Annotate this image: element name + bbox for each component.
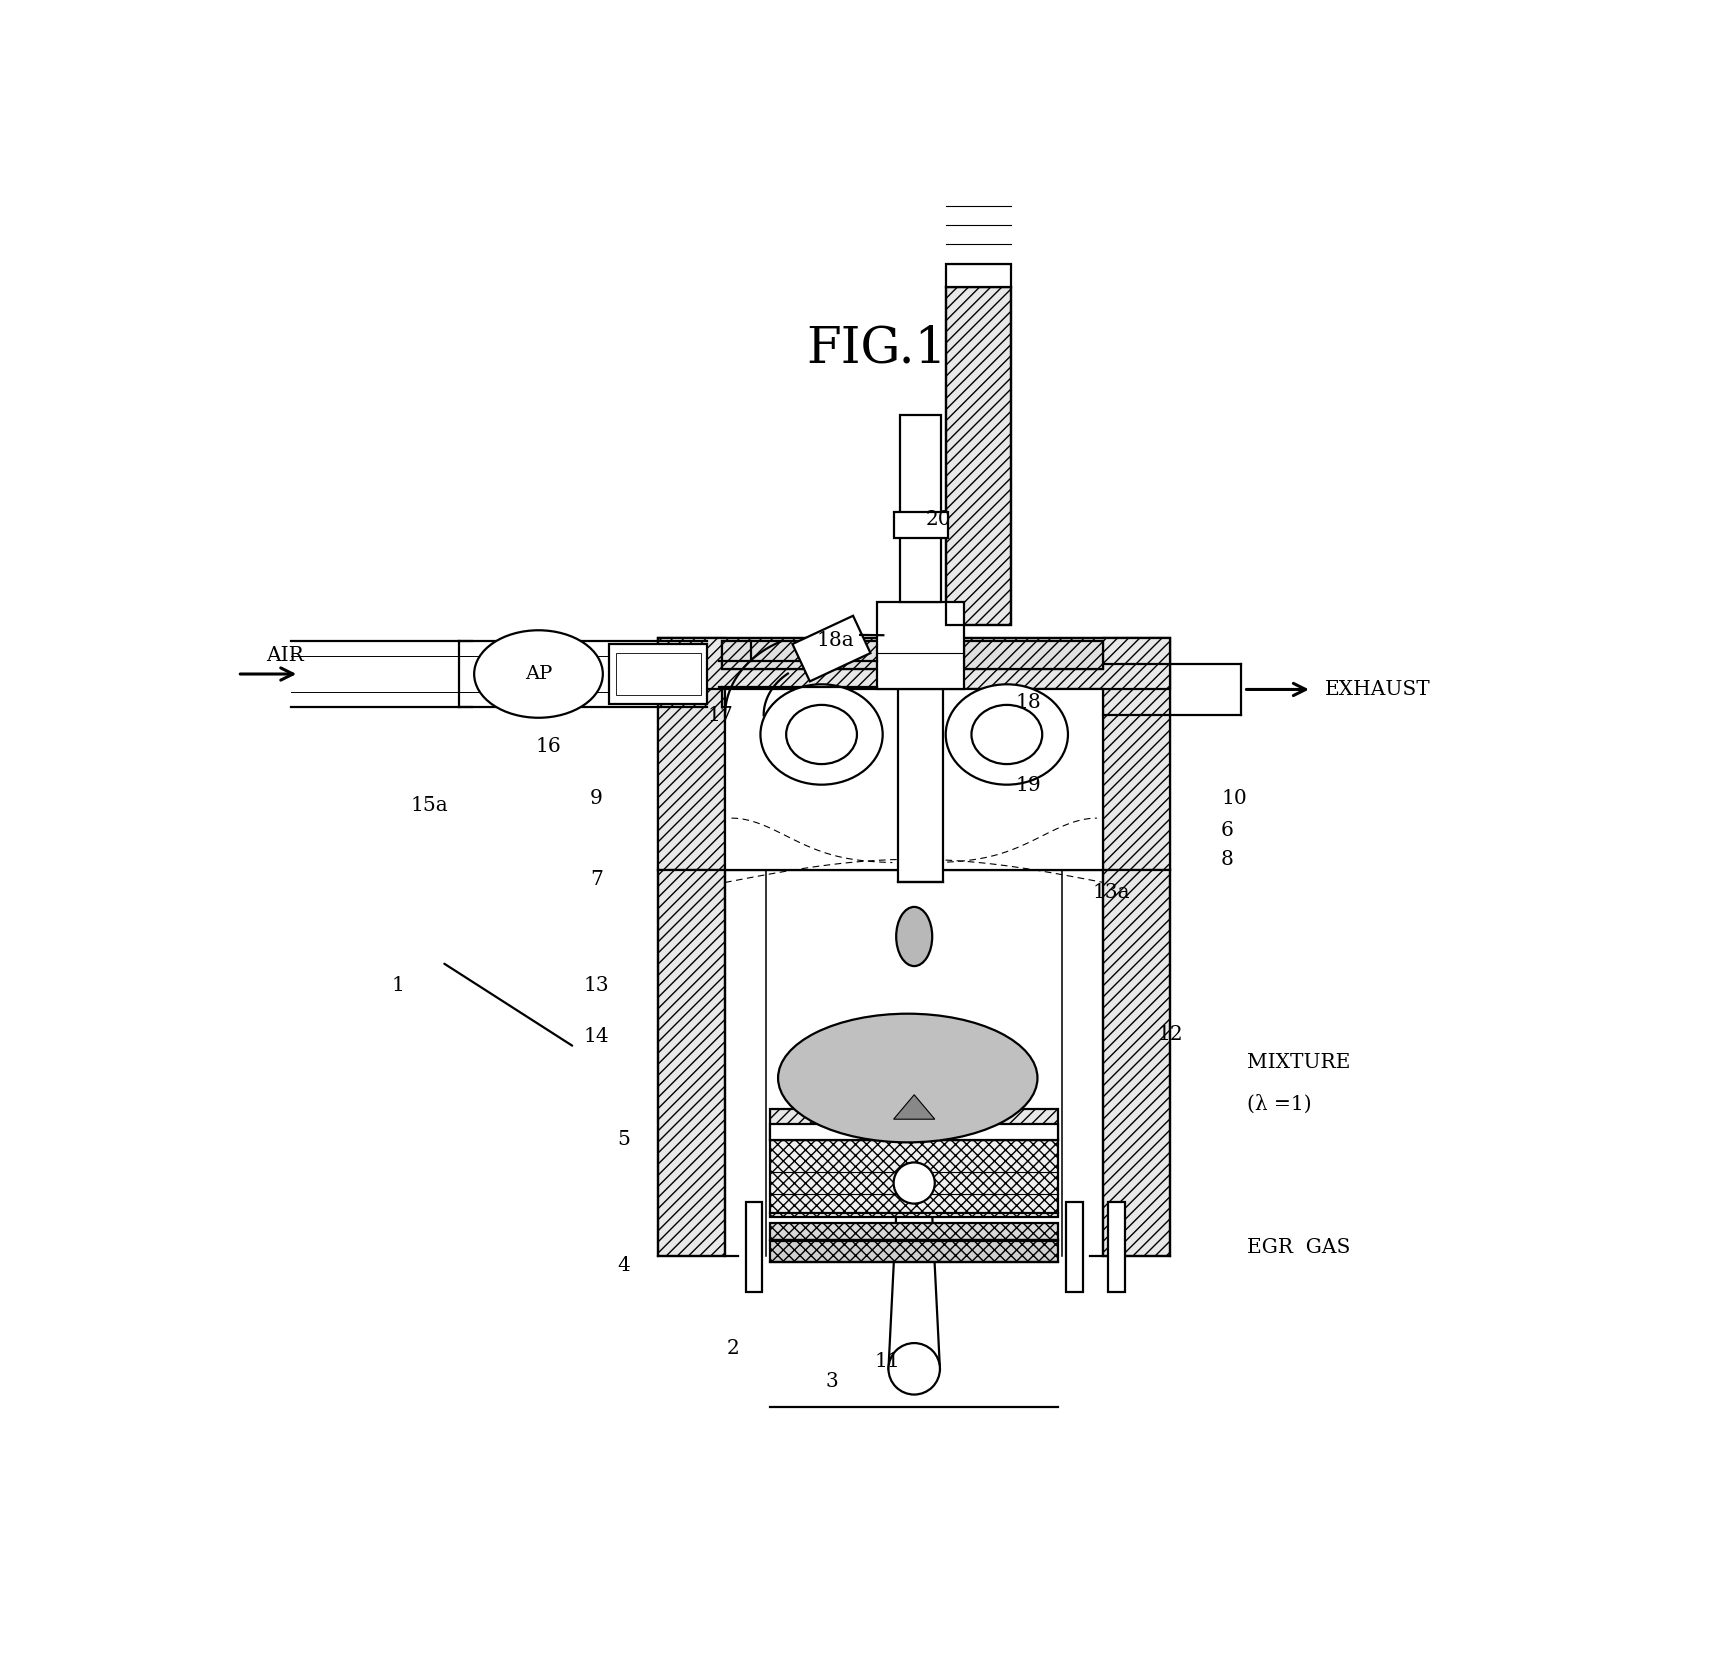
Ellipse shape [760,685,883,785]
Bar [659,638,1170,869]
Bar [725,690,1104,869]
Text: AIR: AIR [265,647,303,665]
Text: 8: 8 [1220,851,1234,869]
Text: 5: 5 [618,1130,630,1150]
Bar [1109,1201,1126,1292]
Text: 7: 7 [590,871,602,889]
Bar [722,640,879,668]
Bar [900,416,941,602]
Bar [659,638,725,869]
Bar [722,640,879,668]
Bar [746,1201,763,1292]
Text: 6: 6 [1220,822,1234,841]
Bar [876,602,965,690]
Text: 12: 12 [1157,1024,1182,1044]
Polygon shape [888,1190,939,1369]
Text: FIG.1: FIG.1 [806,324,948,373]
Ellipse shape [946,685,1068,785]
Text: 16: 16 [536,737,561,755]
Text: AP: AP [525,665,553,683]
Bar [965,640,1104,668]
Bar [616,653,700,695]
Bar [946,287,1011,625]
Ellipse shape [972,705,1042,764]
Circle shape [893,1163,934,1203]
Circle shape [888,1343,939,1395]
Text: EXHAUST: EXHAUST [1324,680,1430,698]
Bar [770,1223,1059,1240]
Ellipse shape [785,705,857,764]
Text: 11: 11 [874,1352,900,1370]
Text: 20: 20 [926,510,951,530]
Text: 13a: 13a [1092,884,1129,902]
Text: 19: 19 [1016,777,1042,795]
Polygon shape [893,1095,934,1120]
Bar [609,645,707,703]
Text: 10: 10 [1222,789,1247,809]
Text: 17: 17 [707,705,732,725]
Text: 15a: 15a [411,795,448,815]
Bar [1104,869,1170,1255]
Bar [898,690,943,882]
Bar [965,640,1104,668]
Bar [946,287,1011,625]
Text: (λ =1): (λ =1) [1247,1095,1312,1113]
Text: 14: 14 [583,1028,609,1046]
Text: EGR  GAS: EGR GAS [1247,1238,1350,1257]
Bar [770,1125,1059,1140]
Text: MIXTURE: MIXTURE [1247,1053,1350,1073]
Bar [1104,638,1170,869]
Text: 2: 2 [727,1338,739,1359]
Text: 3: 3 [825,1372,838,1392]
Bar [770,1242,1059,1262]
Ellipse shape [897,907,932,966]
Bar [659,638,1170,690]
Text: 9: 9 [590,789,602,809]
Ellipse shape [779,1014,1037,1143]
Bar [770,1110,1059,1140]
Bar [770,1140,1059,1216]
Bar [893,511,948,538]
Text: 1: 1 [392,976,406,994]
Bar [792,615,871,682]
Text: 13: 13 [583,976,609,994]
Bar [659,869,725,1255]
Bar [946,264,1011,287]
Ellipse shape [474,630,602,719]
Text: 18: 18 [1016,693,1042,712]
Bar [1066,1201,1083,1292]
Text: 4: 4 [618,1257,630,1275]
Text: 18a: 18a [816,632,854,650]
